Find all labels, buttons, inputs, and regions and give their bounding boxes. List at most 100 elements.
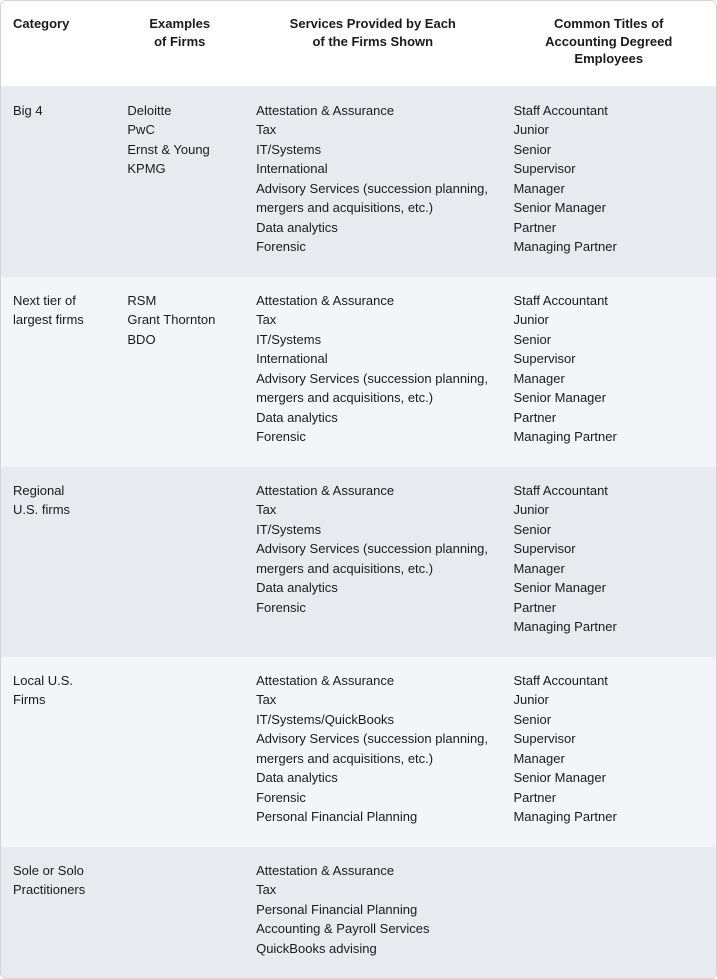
cell-services-line: International (256, 159, 489, 179)
cell-category: RegionalU.S. firms (1, 467, 115, 657)
cell-titles-line: Staff Accountant (513, 671, 704, 691)
cell-category: Next tier oflargest firms (1, 277, 115, 467)
cell-titles: Staff AccountantJuniorSeniorSupervisorMa… (501, 467, 716, 657)
cell-titles-line: Partner (513, 218, 704, 238)
cell-titles-line: Senior Manager (513, 768, 704, 788)
cell-firms-line: Deloitte (127, 101, 232, 121)
cell-services-line: Attestation & Assurance (256, 481, 489, 501)
col-header-examples: Examples of Firms (115, 1, 244, 86)
cell-titles-line: Senior (513, 710, 704, 730)
cell-titles: Staff AccountantJuniorSeniorSupervisorMa… (501, 86, 716, 277)
cell-services-line: Tax (256, 690, 489, 710)
cell-titles-line: Managing Partner (513, 617, 704, 637)
header-text: of the Firms Shown (312, 34, 433, 49)
cell-titles-line: Senior (513, 330, 704, 350)
cell-firms (115, 847, 244, 979)
cell-category-line: Regional (13, 481, 103, 501)
cell-category-line: Firms (13, 690, 103, 710)
cell-titles-line: Junior (513, 310, 704, 330)
cell-titles-line: Supervisor (513, 539, 704, 559)
cell-services-line: Tax (256, 880, 489, 900)
cell-titles-line: Staff Accountant (513, 291, 704, 311)
cell-firms: RSMGrant ThorntonBDO (115, 277, 244, 467)
cell-titles-line: Staff Accountant (513, 101, 704, 121)
cell-category-line: Local U.S. (13, 671, 103, 691)
cell-firms-line: KPMG (127, 159, 232, 179)
cell-services-line: Data analytics (256, 218, 489, 238)
cell-titles-line: Senior (513, 520, 704, 540)
cell-titles-line: Junior (513, 690, 704, 710)
cell-services: Attestation & AssuranceTaxIT/SystemsInte… (244, 277, 501, 467)
cell-services-line: International (256, 349, 489, 369)
cell-titles-line: Partner (513, 408, 704, 428)
cell-firms-line: Grant Thornton (127, 310, 232, 330)
cell-services-line: Forensic (256, 788, 489, 808)
cell-services-line: Advisory Services (succession planning, … (256, 729, 489, 768)
cell-titles-line: Manager (513, 369, 704, 389)
cell-firms (115, 657, 244, 847)
cell-services-line: IT/Systems (256, 520, 489, 540)
cell-category-line: Sole or Solo (13, 861, 103, 881)
table-row: RegionalU.S. firms Attestation & Assuranc… (1, 467, 716, 657)
cell-services-line: IT/Systems (256, 330, 489, 350)
cell-titles-line: Partner (513, 788, 704, 808)
cell-services-line: Data analytics (256, 768, 489, 788)
cell-titles-line: Managing Partner (513, 237, 704, 257)
cell-services-line: Forensic (256, 237, 489, 257)
cell-firms-line: BDO (127, 330, 232, 350)
cell-titles-line: Senior Manager (513, 578, 704, 598)
cell-services-line: Forensic (256, 598, 489, 618)
cell-titles-line: Supervisor (513, 159, 704, 179)
cell-services-line: Tax (256, 310, 489, 330)
cell-firms: DeloittePwCErnst & YoungKPMG (115, 86, 244, 277)
cell-titles (501, 847, 716, 979)
cell-services: Attestation & AssuranceTaxIT/SystemsInte… (244, 86, 501, 277)
cell-category-line: Practitioners (13, 880, 103, 900)
cell-services-line: Attestation & Assurance (256, 861, 489, 881)
cell-titles-line: Manager (513, 559, 704, 579)
table-row: Local U.S.FirmsAttestation & AssuranceTa… (1, 657, 716, 847)
table-header: Category Examples of Firms Services Prov… (1, 1, 716, 86)
cell-firms-line: RSM (127, 291, 232, 311)
cell-titles: Staff AccountantJuniorSeniorSupervisorMa… (501, 277, 716, 467)
col-header-category: Category (1, 1, 115, 86)
cell-category-line: Big 4 (13, 101, 103, 121)
cell-services-line: Data analytics (256, 578, 489, 598)
cell-services-line: IT/Systems (256, 140, 489, 160)
cell-services-line: Attestation & Assurance (256, 101, 489, 121)
cell-firms (115, 467, 244, 657)
cell-titles-line: Partner (513, 598, 704, 618)
cell-titles-line: Supervisor (513, 349, 704, 369)
cell-titles-line: Senior (513, 140, 704, 160)
cell-titles-line: Staff Accountant (513, 481, 704, 501)
header-text: Examples (149, 16, 210, 31)
cell-titles-line: Senior Manager (513, 198, 704, 218)
header-text: Category (13, 16, 69, 31)
table-row: Big 4DeloittePwCErnst & YoungKPMGAttesta… (1, 86, 716, 277)
cell-category: Sole or SoloPractitioners (1, 847, 115, 979)
header-text: Employees (574, 51, 643, 66)
cell-services-line: Tax (256, 500, 489, 520)
table-row: Sole or SoloPractitioners Attestation & A… (1, 847, 716, 979)
cell-services: Attestation & AssuranceTaxIT/SystemsAdvi… (244, 467, 501, 657)
cell-titles: Staff AccountantJuniorSeniorSupervisorMa… (501, 657, 716, 847)
cell-category: Big 4 (1, 86, 115, 277)
cell-titles-line: Manager (513, 179, 704, 199)
cell-services: Attestation & AssuranceTaxPersonal Finan… (244, 847, 501, 979)
cell-titles-line: Senior Manager (513, 388, 704, 408)
cell-titles-line: Supervisor (513, 729, 704, 749)
cell-titles-line: Junior (513, 500, 704, 520)
cell-category-line: largest firms (13, 310, 103, 330)
cell-services-line: QuickBooks advising (256, 939, 489, 959)
cell-services-line: Tax (256, 120, 489, 140)
cell-firms-line: Ernst & Young (127, 140, 232, 160)
cell-services-line: Attestation & Assurance (256, 291, 489, 311)
cell-services-line: Advisory Services (succession planning, … (256, 539, 489, 578)
cell-firms-line: PwC (127, 120, 232, 140)
cell-services-line: Personal Financial Planning (256, 900, 489, 920)
cell-services-line: Accounting & Payroll Services (256, 919, 489, 939)
cell-titles-line: Managing Partner (513, 427, 704, 447)
cell-services-line: Data analytics (256, 408, 489, 428)
header-text: Services Provided by Each (290, 16, 456, 31)
cell-services-line: Advisory Services (succession planning, … (256, 369, 489, 408)
